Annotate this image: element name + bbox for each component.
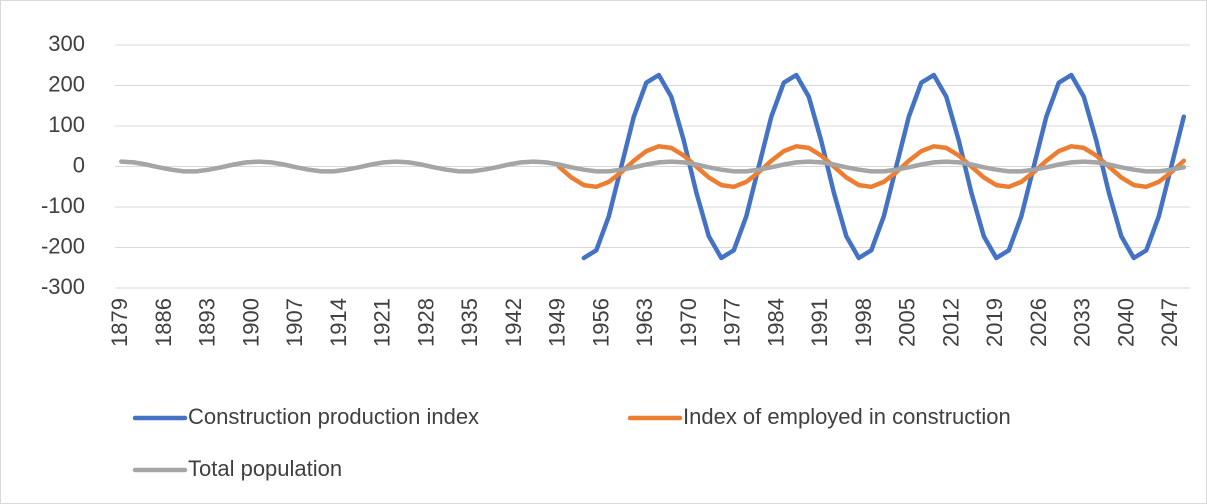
- x-tick-label: 2047: [1157, 298, 1182, 347]
- x-tick-label: 1998: [851, 298, 876, 347]
- x-tick-label: 1956: [588, 298, 613, 347]
- x-tick-label: 1977: [720, 298, 745, 347]
- x-tick-label: 1991: [807, 298, 832, 347]
- x-tick-label: 1914: [326, 298, 351, 347]
- y-tick-label: -200: [41, 233, 85, 258]
- x-tick-label: 1949: [545, 298, 570, 347]
- legend-label: Index of employed in construction: [683, 404, 1011, 429]
- y-tick-label: -300: [41, 274, 85, 299]
- legend-label: Total population: [188, 456, 342, 481]
- x-tick-label: 2012: [938, 298, 963, 347]
- y-tick-label: -100: [41, 193, 85, 218]
- x-tick-label: 2005: [895, 298, 920, 347]
- x-tick-label: 1886: [151, 298, 176, 347]
- x-tick-label: 1942: [501, 298, 526, 347]
- series-line: [556, 144, 1187, 190]
- series-line: [581, 72, 1187, 261]
- x-tick-label: 1963: [632, 298, 657, 347]
- x-tick-label: 1893: [195, 298, 220, 347]
- x-tick-label: 2033: [1070, 298, 1095, 347]
- x-tick-label: 2019: [982, 298, 1007, 347]
- y-tick-label: 200: [48, 71, 85, 96]
- y-tick-label: 0: [73, 152, 85, 177]
- x-tick-label: 1907: [282, 298, 307, 347]
- x-tick-label: 1984: [763, 298, 788, 347]
- x-tick-label: 1928: [413, 298, 438, 347]
- legend-label: Construction production index: [188, 404, 479, 429]
- x-tick-label: 2040: [1113, 298, 1138, 347]
- x-tick-label: 2026: [1026, 298, 1051, 347]
- x-tick-label: 1970: [676, 298, 701, 347]
- x-tick-label: 1921: [370, 298, 395, 347]
- y-tick-label: 100: [48, 112, 85, 137]
- y-tick-label: 300: [48, 31, 85, 56]
- x-tick-label: 1879: [107, 298, 132, 347]
- series-line: [119, 159, 1187, 174]
- x-tick-label: 1900: [238, 298, 263, 347]
- x-tick-label: 1935: [457, 298, 482, 347]
